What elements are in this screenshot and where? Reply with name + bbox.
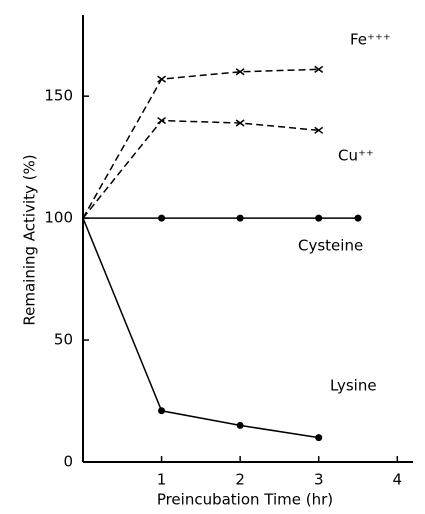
series-label: Lysine	[330, 377, 377, 395]
x-tick-label: 2	[235, 471, 245, 489]
series-label: Cysteine	[298, 237, 363, 255]
y-tick-label: 0	[63, 453, 73, 471]
series-line	[82, 68, 319, 219]
dot-marker	[158, 407, 166, 415]
x-marker	[314, 65, 324, 73]
series-line	[82, 119, 319, 219]
x-marker	[157, 75, 167, 83]
x-marker	[314, 126, 324, 134]
x-axis-label: Preincubation Time (hr)	[157, 491, 333, 509]
y-tick-label: 50	[54, 331, 73, 349]
dot-marker	[158, 214, 166, 222]
x-tick-label: 1	[157, 471, 167, 489]
y-tick-label: 150	[44, 87, 73, 105]
dot-marker	[315, 214, 323, 222]
x-marker	[157, 116, 167, 125]
y-axis-label: Remaining Activity (%)	[21, 154, 39, 325]
x-marker	[235, 68, 245, 76]
dot-marker	[315, 434, 323, 442]
y-tick-label: 100	[44, 209, 73, 227]
x-tick-label: 3	[314, 471, 324, 489]
series-label: Fe⁺⁺⁺	[350, 31, 391, 49]
dot-marker	[354, 214, 362, 222]
x-marker	[235, 119, 245, 127]
dot-marker	[236, 214, 244, 222]
dot-marker	[236, 421, 244, 429]
series-label: Cu⁺⁺	[338, 147, 374, 165]
x-tick-label: 4	[393, 471, 403, 489]
series-line	[82, 217, 319, 439]
